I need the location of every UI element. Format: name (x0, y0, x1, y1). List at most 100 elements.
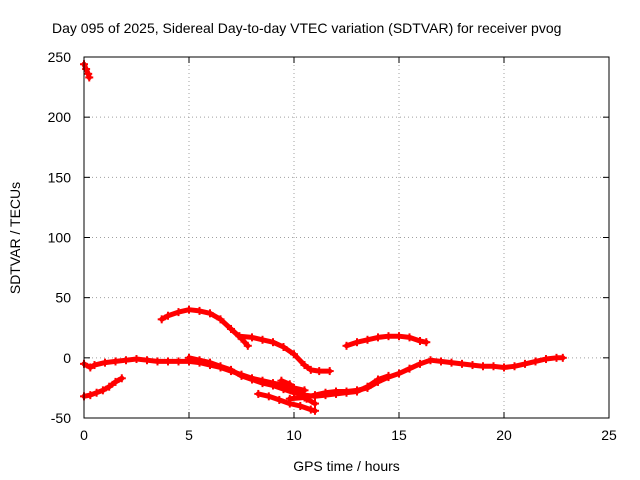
data-point (353, 386, 361, 395)
data-point (384, 332, 393, 341)
data-point (285, 380, 294, 389)
data-point (248, 375, 256, 384)
data-point (111, 377, 120, 386)
data-point (164, 357, 172, 366)
data-point (248, 333, 256, 342)
y-tick-label: 250 (48, 49, 72, 65)
y-tick-label: -50 (51, 410, 71, 426)
data-point (279, 343, 288, 352)
data-point (422, 338, 431, 347)
x-tick-label: 15 (391, 427, 407, 443)
data-point (235, 332, 244, 341)
y-tick-label: 200 (48, 109, 72, 125)
series-layer (80, 60, 567, 415)
data-point (279, 385, 288, 394)
y-tick-label: 100 (48, 230, 72, 246)
data-point (185, 305, 193, 314)
data-point (85, 73, 94, 82)
y-tick-label: 150 (48, 169, 72, 185)
data-point (395, 332, 403, 341)
series-track-4 (159, 307, 251, 349)
data-point (164, 311, 172, 320)
data-point (489, 362, 498, 371)
x-tick-label: 0 (80, 427, 88, 443)
data-point (122, 356, 130, 365)
data-point (311, 399, 319, 408)
data-point (384, 373, 393, 382)
data-point (269, 381, 277, 390)
data-point (86, 363, 95, 372)
data-point (275, 395, 284, 404)
data-point (237, 371, 246, 380)
data-point (300, 361, 309, 370)
x-tick-label: 20 (496, 427, 512, 443)
data-point (254, 389, 263, 398)
data-point (521, 359, 529, 368)
data-point (531, 357, 540, 366)
x-tick-label: 10 (286, 427, 302, 443)
data-point (405, 333, 414, 342)
data-point (332, 387, 340, 396)
data-point (311, 406, 319, 415)
data-point (105, 382, 114, 391)
data-point (269, 338, 277, 347)
data-point (117, 374, 126, 383)
data-point (143, 356, 151, 365)
data-point (558, 353, 567, 362)
series-track-10 (344, 333, 429, 349)
data-point (264, 392, 273, 401)
data-point (405, 364, 414, 373)
data-point (479, 362, 487, 371)
data-point (243, 341, 252, 350)
data-point (82, 65, 91, 74)
data-point (174, 357, 183, 366)
data-point (468, 361, 477, 370)
y-tick-label: 0 (63, 350, 71, 366)
data-point (306, 365, 315, 374)
data-point (258, 335, 267, 344)
data-point (395, 369, 403, 378)
data-point (315, 367, 324, 376)
data-point (216, 315, 225, 324)
data-point (290, 385, 298, 394)
data-point (111, 357, 120, 366)
data-point (258, 379, 267, 388)
data-point (437, 357, 445, 366)
y-axis-label: SDTVAR / TECUs (7, 182, 23, 294)
data-point (500, 363, 508, 372)
data-point (185, 353, 193, 362)
data-point (300, 393, 309, 402)
data-point (90, 361, 99, 370)
data-point (101, 358, 109, 367)
data-point (195, 306, 204, 315)
data-point (195, 356, 204, 365)
data-point (447, 358, 456, 367)
data-point (363, 383, 372, 392)
data-point (342, 387, 351, 396)
data-point (206, 358, 214, 367)
data-point (216, 362, 225, 371)
data-point (227, 365, 235, 374)
data-point (510, 362, 519, 371)
data-point (132, 355, 141, 364)
series-track-5 (236, 333, 333, 374)
data-point (157, 315, 166, 324)
data-point (277, 376, 286, 385)
data-point (426, 356, 435, 365)
data-point (321, 388, 330, 397)
data-point (325, 367, 334, 376)
data-point (416, 336, 424, 345)
data-point (306, 405, 315, 414)
chart-title: Day 095 of 2025, Sidereal Day-to-day VTE… (52, 20, 561, 36)
data-point (363, 335, 372, 344)
data-point (542, 355, 550, 364)
x-tick-label: 5 (185, 427, 193, 443)
data-point (227, 324, 235, 333)
data-point (153, 357, 162, 366)
data-point (374, 377, 382, 386)
data-point (92, 388, 101, 397)
data-point (285, 394, 294, 403)
data-point (86, 391, 95, 400)
x-tick-label: 25 (601, 427, 617, 443)
